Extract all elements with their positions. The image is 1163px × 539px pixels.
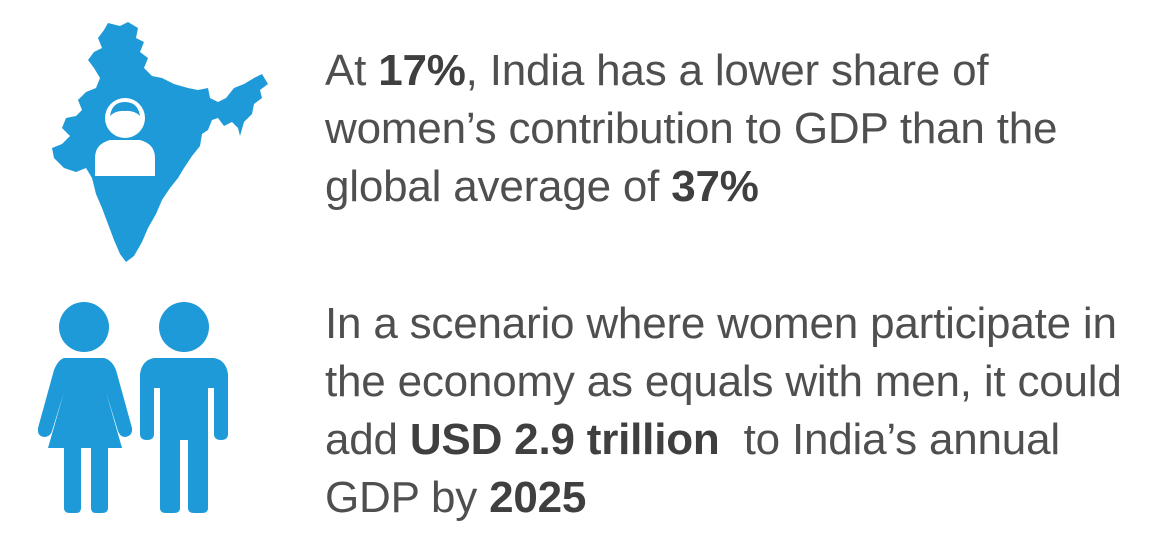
fact2-text-part2: to India’s annual GDP by xyxy=(325,415,1072,522)
woman-and-man-icon xyxy=(37,302,228,513)
woman-figure-icon xyxy=(37,302,133,513)
fact1-text-part2: , India has a lower share of women’s con… xyxy=(325,46,1058,211)
india-map-woman-icon xyxy=(52,22,268,262)
man-figure-icon xyxy=(140,302,228,513)
gdp-addition-value: USD 2.9 trillion xyxy=(409,415,720,464)
fact2-text-part1: In a scenario where women participate in… xyxy=(325,299,1122,464)
fact-india-share: At 17%, India has a lower share of women… xyxy=(325,42,1125,216)
target-year-value: 2025 xyxy=(489,473,587,522)
fact-scenario: In a scenario where women participate in… xyxy=(325,295,1155,527)
fact1-text-part1: At xyxy=(325,46,379,95)
global-average-value: 37% xyxy=(671,162,759,211)
india-share-value: 17% xyxy=(378,46,466,95)
